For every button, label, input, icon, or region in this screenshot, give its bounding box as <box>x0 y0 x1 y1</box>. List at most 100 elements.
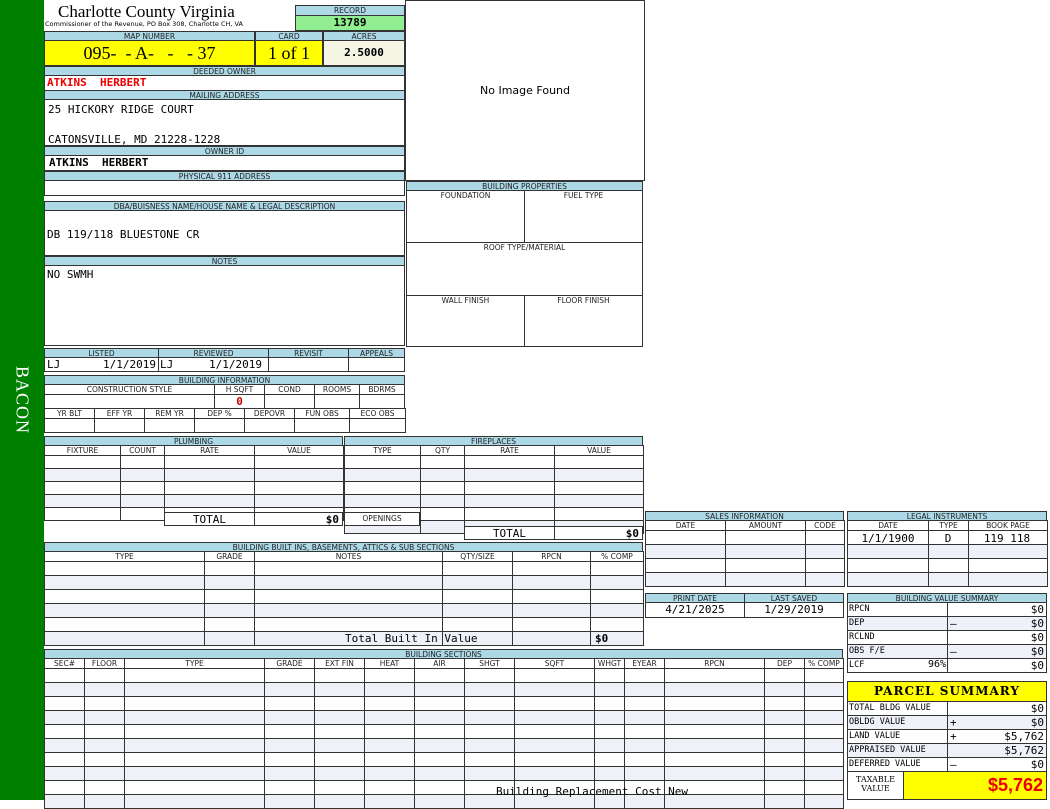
sales-cell <box>725 558 806 573</box>
wall-label: WALL FINISH <box>407 296 524 305</box>
sections-cell <box>264 696 315 711</box>
notes-value: NO SWMH <box>44 265 405 346</box>
sections-cell <box>44 752 85 767</box>
bvs-sign <box>947 658 1047 673</box>
print-date: 4/21/2025 <box>645 602 745 618</box>
plumbing-cell <box>254 494 344 508</box>
plumbing-cell <box>164 468 255 482</box>
dep-value <box>194 418 245 433</box>
sections-cell <box>264 710 315 725</box>
builtins-cell <box>590 575 644 590</box>
sections-cell <box>664 724 765 739</box>
foundation-label: FOUNDATION <box>407 191 524 200</box>
fireplaces-cell <box>420 494 465 508</box>
sections-cell <box>124 724 265 739</box>
depovr-value <box>244 418 295 433</box>
builtins-cell <box>44 561 205 576</box>
builtins-cell <box>442 603 513 618</box>
last-saved: 1/29/2019 <box>744 602 844 618</box>
listed-field: LJ 1/1/2019 <box>44 357 159 372</box>
fireplaces-cell <box>554 481 644 495</box>
plumbing-cell <box>120 494 165 508</box>
sections-cell <box>124 668 265 683</box>
sections-cell <box>414 682 465 697</box>
sales-cell <box>725 544 806 559</box>
builtins-cell <box>254 589 443 604</box>
plumbing-cell <box>254 468 344 482</box>
sections-cell <box>264 780 315 795</box>
sales-cell <box>805 572 845 587</box>
sections-cell <box>84 710 125 725</box>
sections-cell <box>764 794 805 809</box>
sections-cell <box>124 794 265 809</box>
sections-cell <box>124 710 265 725</box>
plumbing-cell <box>254 481 344 495</box>
fireplaces-cell <box>420 468 465 482</box>
sections-cell <box>364 682 415 697</box>
revisit-field <box>268 357 349 372</box>
plumbing-total-label: TOTAL <box>164 512 255 526</box>
sections-cell <box>264 766 315 781</box>
sections-cell <box>124 752 265 767</box>
sections-cell <box>124 766 265 781</box>
sections-cell <box>264 682 315 697</box>
sales-cell <box>805 544 845 559</box>
sections-cell <box>264 738 315 753</box>
builtins-cell <box>44 603 205 618</box>
physical-address <box>44 180 405 196</box>
sections-cell <box>314 710 365 725</box>
sections-cell <box>464 738 515 753</box>
sections-cell <box>624 738 665 753</box>
plumbing-cell <box>44 468 121 482</box>
county-title: Charlotte County Virginia <box>58 2 235 21</box>
builtins-cell <box>254 575 443 590</box>
sales-cell <box>725 572 806 587</box>
fireplaces-cell <box>420 455 465 469</box>
acres-value: 2.5000 <box>323 40 405 66</box>
builtins-cell <box>204 617 255 632</box>
plumbing-cell <box>44 455 121 469</box>
sections-cell <box>44 668 85 683</box>
fireplaces-cell <box>464 481 555 495</box>
summary-value: $5,762 <box>1004 730 1044 743</box>
sections-cell <box>314 696 365 711</box>
builtins-cell <box>44 617 205 632</box>
fireplace-total-label: TOTAL <box>464 526 555 540</box>
hsqft-value: 0 <box>214 394 265 409</box>
sections-cell <box>414 752 465 767</box>
fireplaces-cell <box>344 494 421 508</box>
builtins-total: $0 <box>595 632 609 645</box>
sections-cell <box>364 696 415 711</box>
replacement-cost-label: Building Replacement Cost New <box>496 785 689 798</box>
sections-cell <box>804 738 844 753</box>
legal-cell <box>847 544 929 559</box>
sections-cell <box>414 668 465 683</box>
builtins-cell <box>254 617 443 632</box>
sections-cell <box>514 710 595 725</box>
builtins-cell <box>590 561 644 576</box>
bvs-row-label: RCLND <box>847 630 948 645</box>
sections-cell <box>804 752 844 767</box>
sections-cell <box>664 752 765 767</box>
legal-cell <box>968 558 1048 573</box>
bvs-row-label: OBS F/E <box>847 644 948 659</box>
sections-cell <box>764 668 805 683</box>
builtins-cell <box>590 603 644 618</box>
no-image-text: No Image Found <box>480 84 570 97</box>
sections-cell <box>314 682 365 697</box>
sections-cell <box>464 766 515 781</box>
floor-label: FLOOR FINISH <box>525 296 642 305</box>
summary-row-label: APPRAISED VALUE <box>847 743 948 758</box>
listed-date: 1/1/2019 <box>103 358 156 371</box>
wall-field: WALL FINISH <box>406 295 525 347</box>
address-line-2: CATONSVILLE, MD 21228-1228 <box>48 133 221 146</box>
sections-cell <box>464 682 515 697</box>
sections-cell <box>514 766 595 781</box>
bvs-row-label: RPCN <box>847 602 948 617</box>
listed-by: LJ <box>47 358 61 371</box>
plumbing-cell <box>164 481 255 495</box>
sales-cell <box>645 544 726 559</box>
legal-cell <box>928 544 969 559</box>
sections-cell <box>514 724 595 739</box>
plumbing-cell <box>164 494 255 508</box>
